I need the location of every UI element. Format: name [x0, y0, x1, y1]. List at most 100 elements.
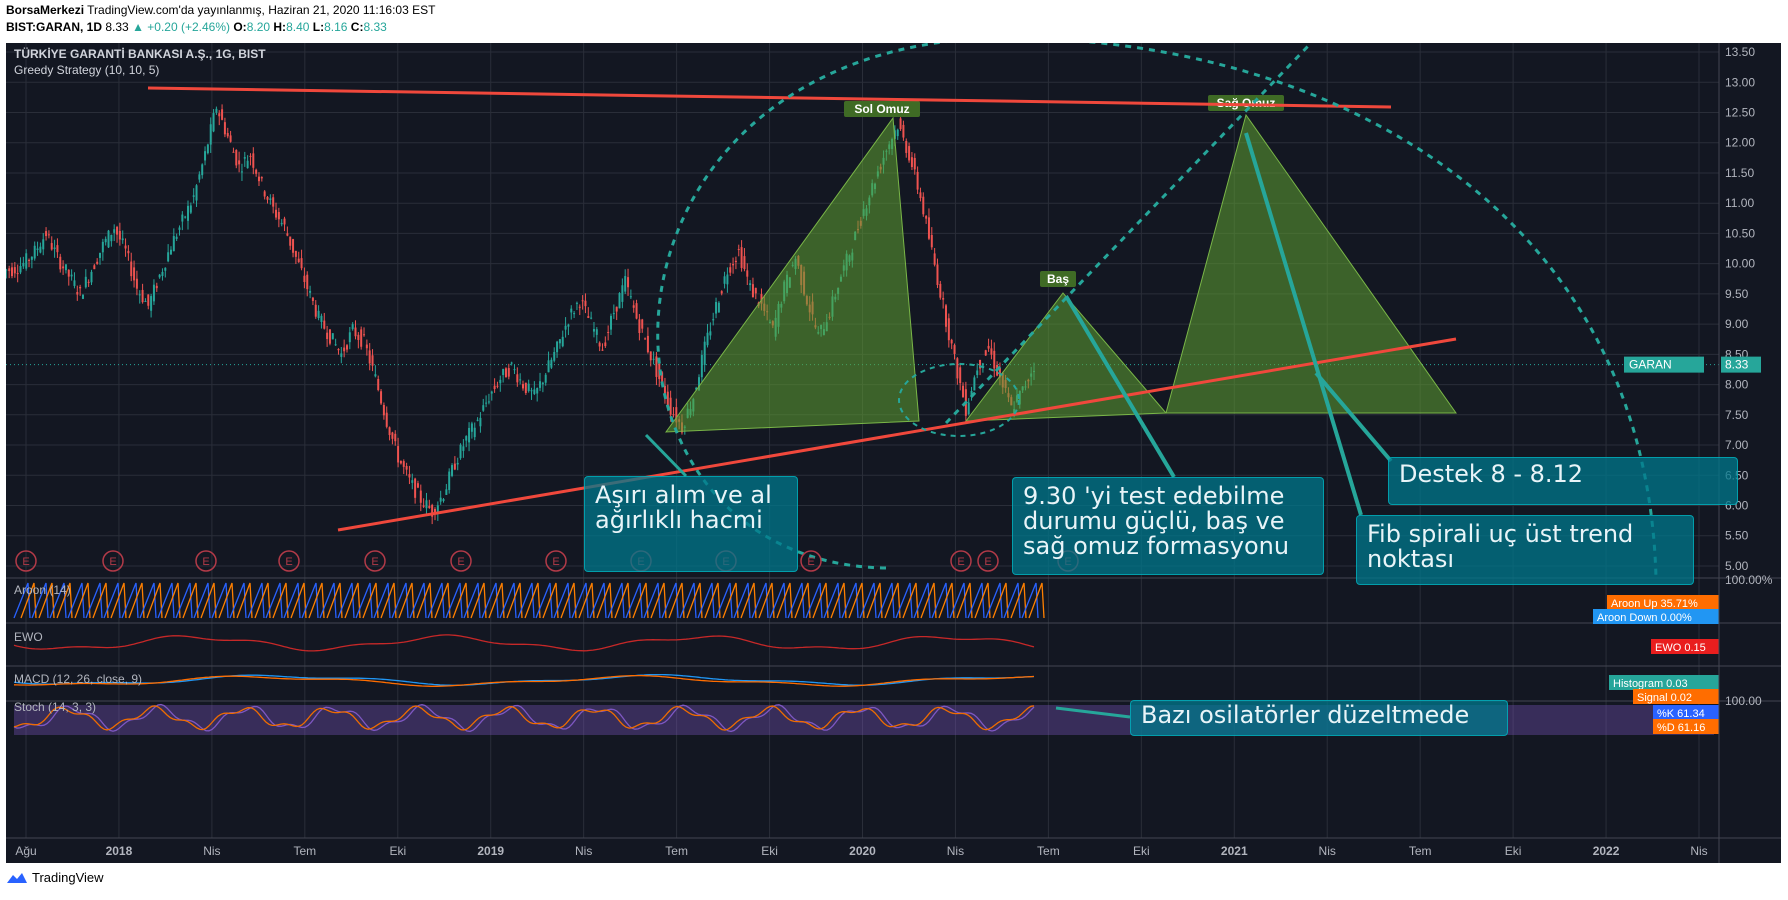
aroon-down-line [1021, 582, 1039, 619]
tradingview-logo-icon [7, 872, 27, 883]
aroon-down-line [985, 582, 1003, 619]
candle-body [592, 328, 595, 332]
candle-body [363, 334, 366, 336]
candle-body [263, 191, 266, 197]
aroon-up-line [164, 582, 181, 619]
candle-body [326, 332, 329, 340]
y-tick-label: 5.50 [1725, 529, 1749, 543]
candle-body [595, 329, 598, 335]
y-tick-label: 9.50 [1725, 287, 1749, 301]
candle-body [970, 390, 973, 397]
candle-body [345, 345, 348, 350]
candle-body [624, 276, 627, 292]
aroon-down-line [103, 582, 121, 619]
indicator-title[interactable]: MACD (12, 26, close, 9) [14, 672, 142, 686]
candle-body [144, 301, 147, 303]
candle-body [720, 291, 723, 294]
candle-body [947, 318, 950, 341]
earnings-event-label: E [552, 556, 559, 568]
strategy-label[interactable]: Greedy Strategy (10, 10, 5) [14, 63, 159, 77]
candle-body [116, 226, 119, 235]
x-tick-label: 2019 [477, 844, 504, 858]
earnings-event-icon [278, 550, 300, 572]
aroon-down-line [643, 582, 661, 619]
aroon-up-line [812, 582, 829, 619]
indicator-title[interactable]: EWO [14, 630, 43, 644]
x-tick-label: Eki [1133, 844, 1150, 858]
candle-body [504, 368, 507, 378]
candle-body [962, 385, 965, 398]
aroon-up-tag-text: Aroon Up 35.71% [1611, 598, 1698, 610]
indicator-title[interactable]: Stoch (14, 3, 3) [14, 700, 96, 714]
candle-body [187, 205, 190, 221]
candle-body [334, 344, 337, 346]
candle-body [754, 287, 757, 294]
candle-body [519, 379, 522, 381]
y-tick-label: 11.50 [1725, 166, 1754, 180]
candle-body [303, 275, 306, 283]
candle-body [155, 285, 158, 289]
candle-body [388, 427, 391, 436]
aroon-down-tag-bg [1593, 609, 1719, 624]
aroon-down-line [877, 582, 895, 619]
candle-body [360, 329, 363, 347]
ewo-tag-bg [1651, 639, 1719, 654]
x-tick-label: 2020 [849, 844, 876, 858]
candle-body [908, 146, 911, 161]
y-tick-label: 8.00 [1725, 378, 1749, 392]
candle-body [425, 500, 428, 509]
candle-body [30, 256, 33, 260]
earnings-event-label: E [109, 556, 116, 568]
aroon-up-tag-bg [1607, 595, 1719, 610]
candle-body [419, 490, 422, 503]
aroon-up-line [74, 582, 91, 619]
candle-body [570, 308, 573, 313]
earnings-event-label: E [202, 556, 209, 568]
candle-body [238, 160, 241, 165]
candle-body [652, 358, 655, 360]
candle-body [482, 405, 485, 411]
candle-body [343, 347, 346, 352]
aroon-up-line [920, 582, 937, 619]
candle-body [70, 274, 73, 277]
candle-body [584, 300, 587, 307]
candle-body [297, 258, 300, 263]
aroon-down-line [247, 582, 265, 619]
aroon-up-line [254, 582, 271, 619]
aroon-up-line [416, 582, 433, 619]
callout-pointer [1064, 294, 1176, 479]
candle-body [516, 374, 519, 383]
last-price: 8.33 [105, 20, 129, 34]
aroon-down-line [949, 582, 967, 619]
candle-body [121, 238, 124, 241]
candle-body [899, 118, 902, 130]
candle-body [737, 249, 740, 251]
candle-body [428, 505, 431, 508]
candle-body [79, 286, 82, 289]
candle-body [104, 238, 107, 243]
candle-body [507, 368, 510, 377]
aroon-down-line [193, 582, 211, 619]
candle-body [905, 140, 908, 153]
candle-body [147, 294, 150, 306]
candle-body [544, 374, 547, 383]
aroon-down-line [553, 582, 571, 619]
aroon-down-line [49, 582, 67, 619]
candle-body [729, 267, 732, 273]
candle-body [587, 316, 590, 318]
aroon-down-line [823, 582, 841, 619]
earnings-event-icon [977, 550, 999, 572]
footer-brand[interactable]: TradingView [32, 870, 104, 885]
candle-body [292, 239, 295, 253]
candle-body [723, 276, 726, 284]
candle-body [465, 436, 468, 441]
candle-body [67, 269, 70, 277]
resistance-line [147, 86, 1392, 109]
publisher-name[interactable]: BorsaMerkezi [6, 3, 85, 17]
candle-body [973, 377, 976, 391]
symbol[interactable]: BIST:GARAN, 1D [6, 20, 103, 34]
indicator-title[interactable]: Aroon (14) [14, 583, 71, 597]
candle-body [192, 195, 195, 197]
